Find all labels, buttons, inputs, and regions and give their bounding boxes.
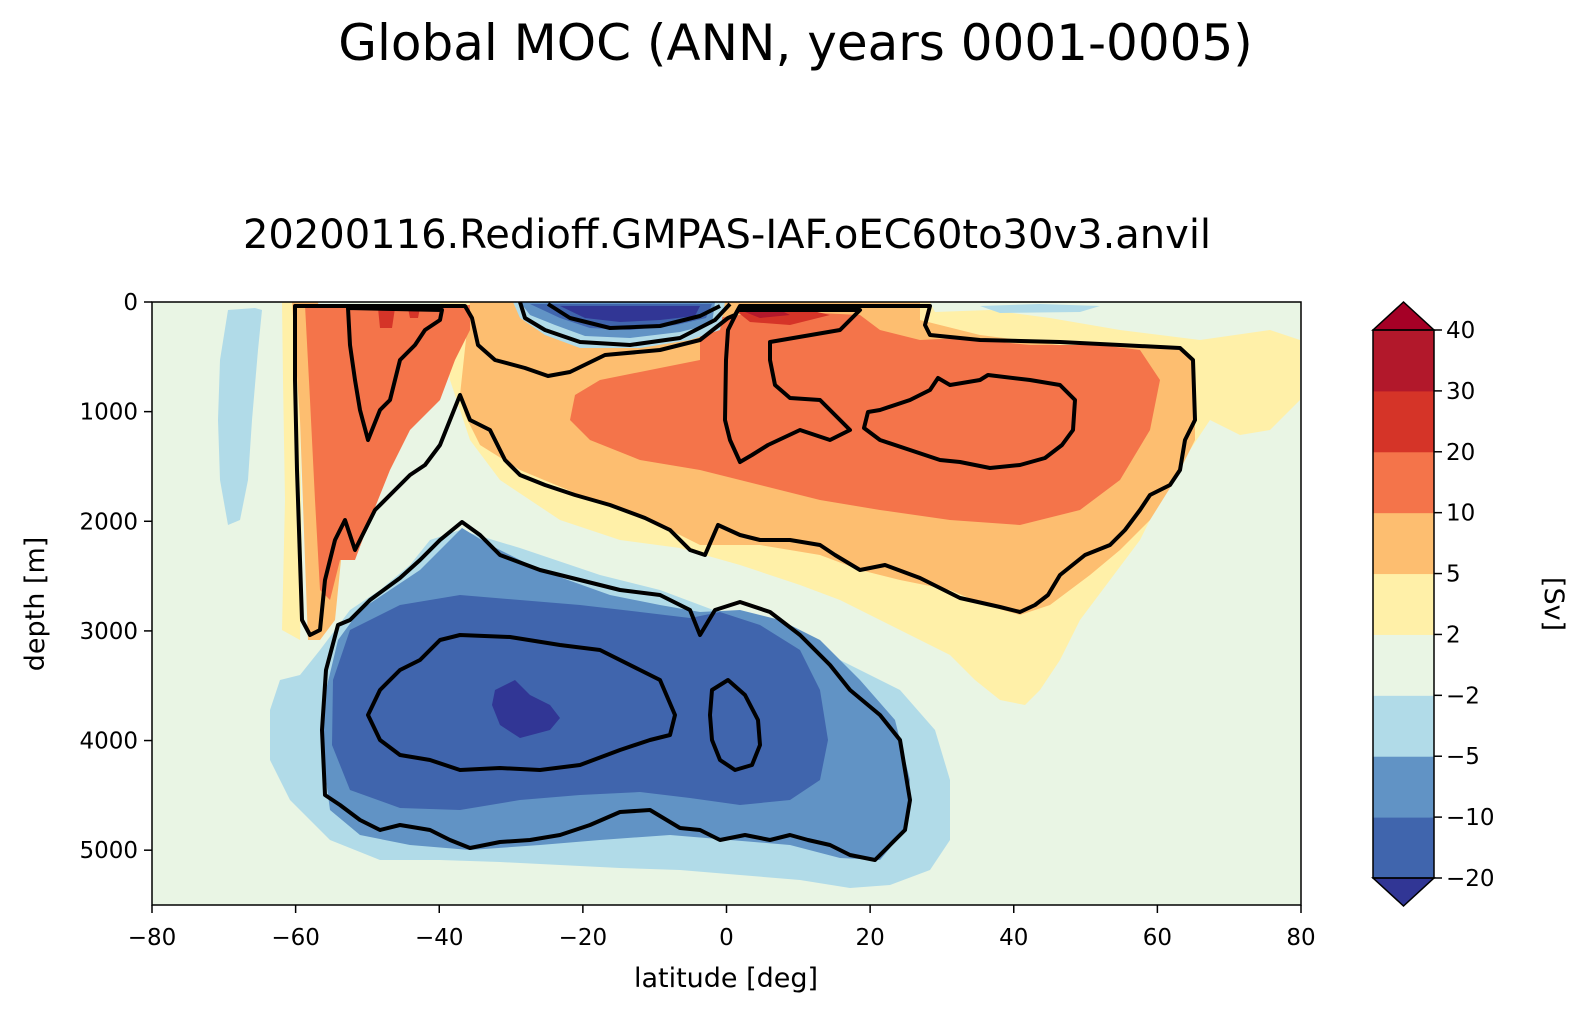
colorbar-band bbox=[1373, 695, 1434, 757]
y-tick-label: 3000 bbox=[79, 619, 138, 645]
colorbar-tick-label: 5 bbox=[1446, 562, 1461, 588]
colorbar: −20 −10 −5 −2 2 5 10 20 30 40 bbox=[1371, 300, 1495, 908]
contour-fill-neg10 bbox=[332, 595, 828, 810]
contour-fill-neg2 bbox=[218, 308, 262, 525]
y-axis-label: depth [m] bbox=[20, 537, 51, 672]
contour-fill-20 bbox=[378, 308, 395, 328]
colorbar-label: [Sv] bbox=[1538, 577, 1569, 631]
colorbar-tick-label: −2 bbox=[1446, 683, 1480, 709]
colorbar-tick-label: −5 bbox=[1446, 744, 1480, 770]
colorbar-band bbox=[1373, 756, 1434, 818]
colorbar-tick-label: 30 bbox=[1446, 379, 1475, 405]
plot-subtitle: 20200116.Redioff.GMPAS-IAF.oEC60to30v3.a… bbox=[242, 212, 1212, 258]
x-tick-label: 80 bbox=[1286, 925, 1315, 951]
colorbar-band bbox=[1373, 634, 1434, 696]
x-axis-label: latitude [deg] bbox=[634, 963, 818, 994]
contour-line bbox=[366, 633, 677, 772]
colorbar-frame bbox=[1372, 329, 1435, 879]
contour-line bbox=[346, 306, 444, 442]
x-axis: −80 −60 −40 −20 0 20 40 60 80 bbox=[128, 905, 1316, 951]
x-tick-label: −80 bbox=[128, 925, 177, 951]
colorbar-tick-label: 2 bbox=[1446, 622, 1461, 648]
colorbar-band bbox=[1373, 817, 1434, 879]
contour-fill-neg20 bbox=[492, 680, 560, 738]
y-tick-label: 0 bbox=[123, 290, 138, 316]
contour-line bbox=[518, 302, 732, 347]
x-tick-label: 20 bbox=[855, 925, 884, 951]
x-tick-label: −20 bbox=[559, 925, 608, 951]
colorbar-band bbox=[1373, 573, 1434, 635]
y-tick-label: 2000 bbox=[79, 509, 138, 535]
contour-fill-neg2 bbox=[980, 304, 1100, 313]
colorbar-extend-max bbox=[1371, 300, 1436, 331]
y-tick-label: 1000 bbox=[79, 400, 138, 426]
x-tick-label: −40 bbox=[415, 925, 464, 951]
colorbar-tick-label: −10 bbox=[1446, 805, 1495, 831]
colorbar-extend-min bbox=[1371, 877, 1436, 908]
contour-line bbox=[723, 308, 862, 464]
y-axis: 0 1000 2000 3000 4000 5000 bbox=[79, 290, 152, 864]
x-tick-label: 0 bbox=[719, 925, 734, 951]
colorbar-tick-label: 10 bbox=[1446, 501, 1475, 527]
contour-line bbox=[546, 302, 721, 330]
contour-lines bbox=[293, 302, 1197, 862]
contour-line bbox=[708, 678, 762, 772]
x-tick-label: −60 bbox=[271, 925, 320, 951]
colorbar-tick-label: −20 bbox=[1446, 866, 1495, 892]
colorbar-tick-label: 20 bbox=[1446, 440, 1475, 466]
colorbar-band bbox=[1373, 512, 1434, 575]
contour-field bbox=[152, 302, 1301, 905]
y-tick-label: 5000 bbox=[79, 838, 138, 864]
x-tick-label: 40 bbox=[999, 925, 1028, 951]
contour-line bbox=[862, 373, 1077, 470]
contour-fill-neg20 bbox=[560, 306, 700, 322]
colorbar-band bbox=[1373, 330, 1434, 392]
figure-title: Global MOC (ANN, years 0001-0005) bbox=[338, 14, 1253, 72]
colorbar-band bbox=[1373, 451, 1434, 514]
contour-line bbox=[320, 520, 912, 862]
colorbar-band bbox=[1373, 390, 1434, 453]
y-tick-label: 4000 bbox=[79, 729, 138, 755]
colorbar-tick-label: 40 bbox=[1446, 318, 1475, 344]
x-tick-label: 60 bbox=[1143, 925, 1172, 951]
